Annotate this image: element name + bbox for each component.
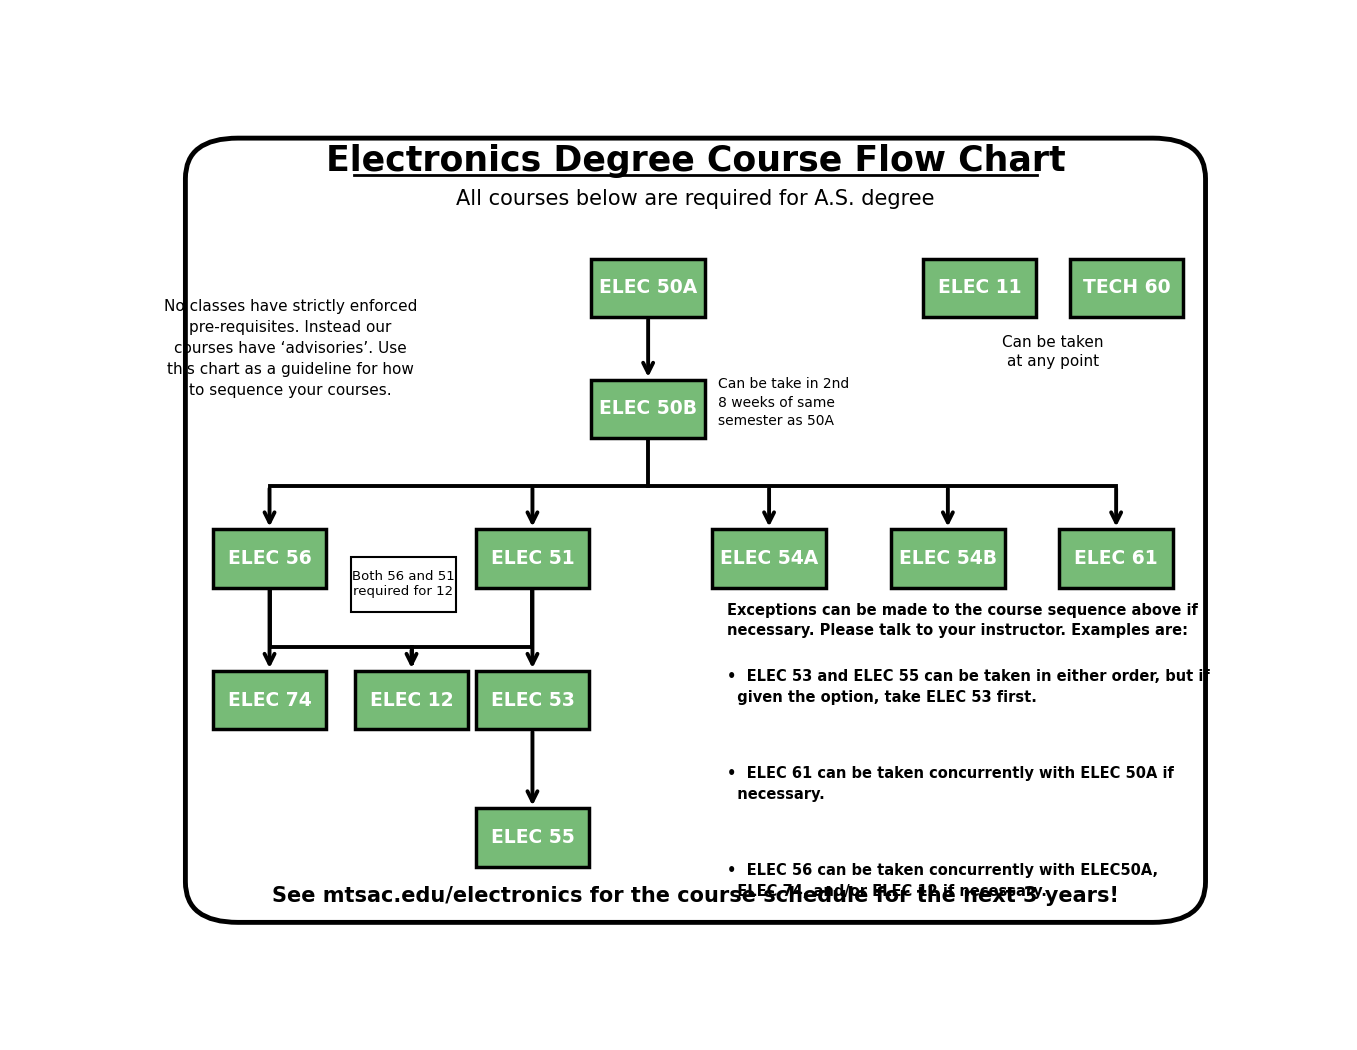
FancyBboxPatch shape	[354, 671, 468, 729]
Text: ELEC 50A: ELEC 50A	[598, 278, 697, 297]
Text: ELEC 54A: ELEC 54A	[721, 549, 818, 568]
Text: TECH 60: TECH 60	[1083, 278, 1171, 297]
Text: ELEC 11: ELEC 11	[938, 278, 1022, 297]
Text: See mtsac.edu/electronics for the course schedule for the next 3 years!: See mtsac.edu/electronics for the course…	[271, 886, 1120, 906]
Text: ELEC 53: ELEC 53	[490, 691, 574, 710]
FancyBboxPatch shape	[592, 380, 704, 438]
Text: All courses below are required for A.S. degree: All courses below are required for A.S. …	[456, 189, 935, 209]
Text: ELEC 50B: ELEC 50B	[598, 399, 697, 419]
FancyBboxPatch shape	[892, 529, 1004, 588]
Text: Exceptions can be made to the course sequence above if
necessary. Please talk to: Exceptions can be made to the course seq…	[727, 603, 1198, 638]
FancyBboxPatch shape	[712, 529, 826, 588]
FancyBboxPatch shape	[213, 529, 326, 588]
FancyBboxPatch shape	[592, 258, 704, 317]
FancyBboxPatch shape	[476, 529, 589, 588]
FancyBboxPatch shape	[923, 258, 1037, 317]
Text: Electronics Degree Course Flow Chart: Electronics Degree Course Flow Chart	[326, 144, 1065, 177]
FancyBboxPatch shape	[350, 556, 456, 612]
FancyBboxPatch shape	[476, 671, 589, 729]
FancyBboxPatch shape	[1069, 258, 1183, 317]
Text: •  ELEC 53 and ELEC 55 can be taken in either order, but if
  given the option, : • ELEC 53 and ELEC 55 can be taken in ei…	[727, 669, 1209, 705]
Text: ELEC 56: ELEC 56	[228, 549, 311, 568]
Text: Both 56 and 51
required for 12: Both 56 and 51 required for 12	[351, 570, 455, 598]
Text: ELEC 61: ELEC 61	[1075, 549, 1158, 568]
FancyBboxPatch shape	[213, 671, 326, 729]
Text: Can be taken
at any point: Can be taken at any point	[1003, 335, 1103, 370]
Text: ELEC 51: ELEC 51	[491, 549, 574, 568]
Text: ELEC 12: ELEC 12	[369, 691, 453, 710]
FancyBboxPatch shape	[1060, 529, 1172, 588]
Text: ELEC 55: ELEC 55	[491, 828, 574, 847]
Text: •  ELEC 61 can be taken concurrently with ELEC 50A if
  necessary.: • ELEC 61 can be taken concurrently with…	[727, 766, 1174, 802]
Text: ELEC 54B: ELEC 54B	[898, 549, 997, 568]
Text: •  ELEC 56 can be taken concurrently with ELEC50A,
  ELEC 74, and/or ELEC 12 if : • ELEC 56 can be taken concurrently with…	[727, 863, 1158, 899]
Text: No classes have strictly enforced
pre-requisites. Instead our
courses have ‘advi: No classes have strictly enforced pre-re…	[164, 299, 417, 398]
Text: Can be take in 2nd
8 weeks of same
semester as 50A: Can be take in 2nd 8 weeks of same semes…	[718, 377, 848, 428]
FancyBboxPatch shape	[476, 808, 589, 866]
Text: ELEC 74: ELEC 74	[228, 691, 311, 710]
